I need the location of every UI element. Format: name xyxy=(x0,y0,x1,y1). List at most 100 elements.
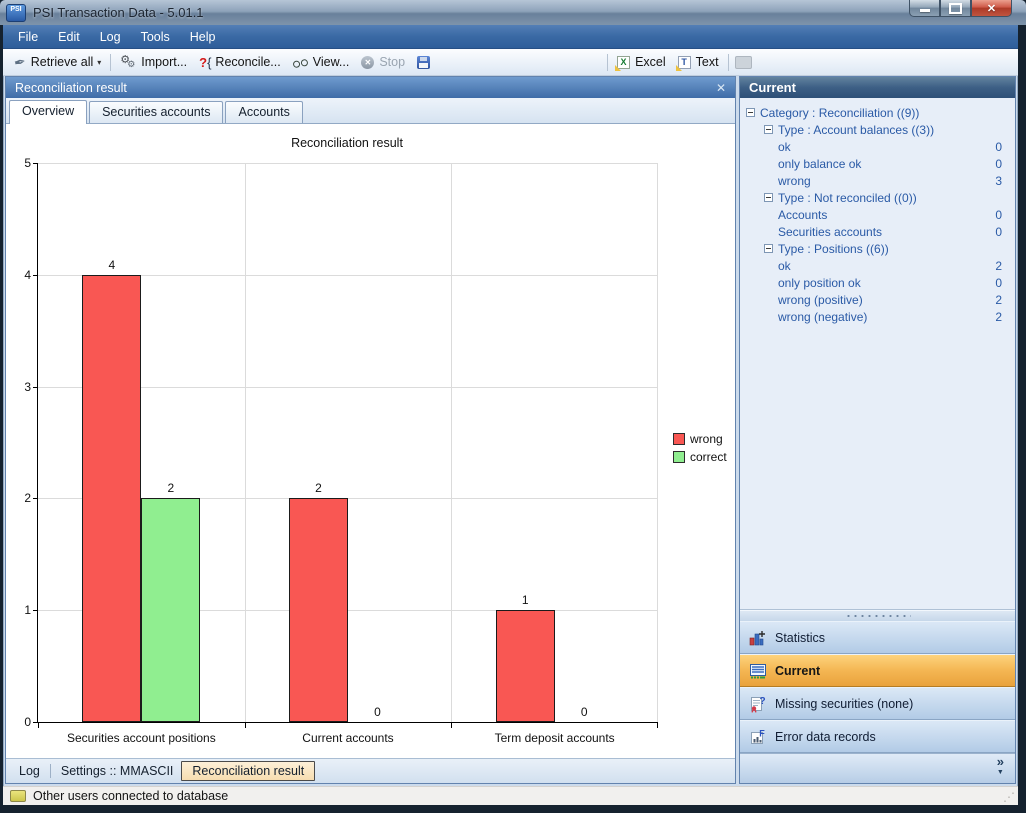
retrieve-all-button[interactable]: ✒ Retrieve all ▾ xyxy=(8,53,107,71)
tree-item[interactable]: Accounts 0 xyxy=(740,206,1015,223)
gridline xyxy=(38,386,658,388)
overflow-chevron-button[interactable]: » ▼ xyxy=(996,755,1004,778)
tab-securities-accounts[interactable]: Securities accounts xyxy=(89,101,224,123)
chart-title: Reconciliation result xyxy=(291,136,403,150)
save-button[interactable] xyxy=(411,54,436,71)
tab-strip: Overview Securities accounts Accounts xyxy=(6,98,735,124)
title-bar[interactable]: PSI PSI Transaction Data - 5.01.1 ✕ xyxy=(0,0,1026,25)
bar-value-label: 0 xyxy=(374,705,381,719)
restore-button[interactable] xyxy=(940,0,971,17)
sidebar-button-missing-securities[interactable]: ? Missing securities (none) xyxy=(740,687,1015,720)
result-tree: Category : Reconciliation ((9)) Type : Ac… xyxy=(740,98,1015,610)
chevron-down-icon: ▼ xyxy=(996,769,1004,776)
menu-item-file[interactable]: File xyxy=(18,29,39,44)
reconcile-label: Reconcile... xyxy=(215,55,281,69)
reconciliation-result-panel: Reconciliation result ✕ Overview Securit… xyxy=(5,76,736,784)
tree-collapse-icon[interactable] xyxy=(764,244,773,253)
statistics-icon xyxy=(749,630,765,645)
retrieve-icon: ✒ xyxy=(12,52,28,72)
minimize-button[interactable] xyxy=(909,0,940,17)
tree-collapse-icon[interactable] xyxy=(746,108,755,117)
tree-item-label: Securities accounts xyxy=(778,224,883,239)
tree-collapse-icon[interactable] xyxy=(764,193,773,202)
menu-item-tools[interactable]: Tools xyxy=(140,29,170,44)
tree-item-label: only balance ok xyxy=(778,156,862,171)
error-data-icon: F xyxy=(751,728,765,744)
chevron-down-icon[interactable]: ▾ xyxy=(97,57,102,67)
sidebar-button-current[interactable]: Current xyxy=(740,654,1015,687)
tree-item[interactable]: only balance ok 0 xyxy=(740,155,1015,172)
sidebar-button-label: Error data records xyxy=(775,729,876,744)
x-tick xyxy=(244,723,246,728)
tree-item[interactable]: Type : Positions ((6)) xyxy=(740,240,1015,257)
svg-text:F: F xyxy=(759,728,765,738)
legend-swatch-wrong xyxy=(673,433,685,445)
y-tick xyxy=(33,498,38,500)
tree-item[interactable]: wrong (negative) 2 xyxy=(740,308,1015,325)
stop-label: Stop xyxy=(379,55,406,69)
tab-overview[interactable]: Overview xyxy=(9,100,88,124)
panel-close-icon[interactable]: ✕ xyxy=(715,80,726,95)
tree-item[interactable]: Securities accounts 0 xyxy=(740,223,1015,240)
tree-collapse-icon[interactable] xyxy=(764,125,773,134)
client-area: File Edit Log Tools Help ✒ Retrieve all ▾ ⚙ ⚙… xyxy=(3,25,1018,805)
tree-item[interactable]: Type : Account balances ((3)) xyxy=(740,121,1015,138)
view-label: View... xyxy=(312,55,350,69)
resize-grip[interactable]: ⋰ xyxy=(1003,790,1015,804)
status-led-icon xyxy=(10,790,26,802)
menu-item-edit[interactable]: Edit xyxy=(58,29,80,44)
reconcile-button[interactable]: ?{ Reconcile... xyxy=(193,53,287,72)
x-axis-category-label: Securities account positions xyxy=(66,731,216,745)
tab-log[interactable]: Log xyxy=(19,764,40,778)
bar-wrong xyxy=(82,274,142,722)
save-icon xyxy=(417,55,431,69)
tab-accounts[interactable]: Accounts xyxy=(225,101,303,123)
window-title: PSI Transaction Data - 5.01.1 xyxy=(33,5,204,20)
tree-item-value: 3 xyxy=(995,173,1002,188)
close-button[interactable]: ✕ xyxy=(971,0,1012,17)
tab-reconciliation-result[interactable]: Reconciliation result xyxy=(181,761,316,781)
menu-bar: File Edit Log Tools Help xyxy=(3,25,1018,49)
chart-plot: 0 1 2 3 4 5 4 2 Securities account positions 2 0 Cu… xyxy=(24,156,658,745)
missing-securities-icon: ? xyxy=(751,696,766,713)
gridline xyxy=(451,163,453,722)
current-icon xyxy=(750,663,766,678)
text-icon: T xyxy=(675,55,691,71)
sidebar-button-error-data[interactable]: F Error data records xyxy=(740,720,1015,753)
tree-item[interactable]: ok 0 xyxy=(740,138,1015,155)
y-axis-tick-label: 4 xyxy=(24,267,31,282)
menu-item-help[interactable]: Help xyxy=(189,29,216,44)
y-axis-tick-label: 5 xyxy=(24,156,31,170)
tree-item[interactable]: only position ok 0 xyxy=(740,274,1015,291)
view-button[interactable]: View... xyxy=(287,53,356,71)
tree-item-label: wrong xyxy=(778,173,811,188)
x-tick xyxy=(657,723,658,728)
x-tick xyxy=(451,723,453,728)
import-label: Import... xyxy=(141,55,188,69)
menu-item-log[interactable]: Log xyxy=(99,29,121,44)
y-axis-tick-label: 2 xyxy=(24,491,31,506)
tree-item[interactable]: wrong (positive) 2 xyxy=(740,291,1015,308)
excel-export-button[interactable]: X Excel xyxy=(611,53,672,71)
chart-legend: wrong correct xyxy=(673,432,727,468)
tree-item[interactable]: wrong 3 xyxy=(740,172,1015,189)
tree-item-value: 0 xyxy=(995,224,1002,239)
legend-item: correct xyxy=(673,450,727,464)
tree-item-label: Category : Reconciliation ((9)) xyxy=(760,105,920,120)
excel-icon: X xyxy=(615,55,631,71)
tree-item[interactable]: Type : Not reconciled ((0)) xyxy=(740,189,1015,206)
text-export-button[interactable]: T Text xyxy=(672,53,725,71)
y-tick xyxy=(33,163,38,164)
toolbar-separator xyxy=(727,53,729,71)
tree-item[interactable]: Category : Reconciliation ((9)) xyxy=(740,104,1015,121)
splitter-handle[interactable] xyxy=(740,610,1015,621)
sidebar-button-statistics[interactable]: Statistics xyxy=(740,621,1015,654)
tree-item-value: 0 xyxy=(995,139,1002,154)
tab-settings-mmascii[interactable]: Settings :: MMASCII xyxy=(60,764,174,778)
x-axis-category-label: Term deposit accounts xyxy=(494,731,615,745)
gridline xyxy=(38,274,658,276)
toolbar: ✒ Retrieve all ▾ ⚙ ⚙ Import... ?{ Reconci… xyxy=(3,49,1018,76)
tree-item-label: wrong (positive) xyxy=(778,292,863,307)
import-button[interactable]: ⚙ ⚙ Import... xyxy=(114,53,193,72)
tree-item[interactable]: ok 2 xyxy=(740,257,1015,274)
